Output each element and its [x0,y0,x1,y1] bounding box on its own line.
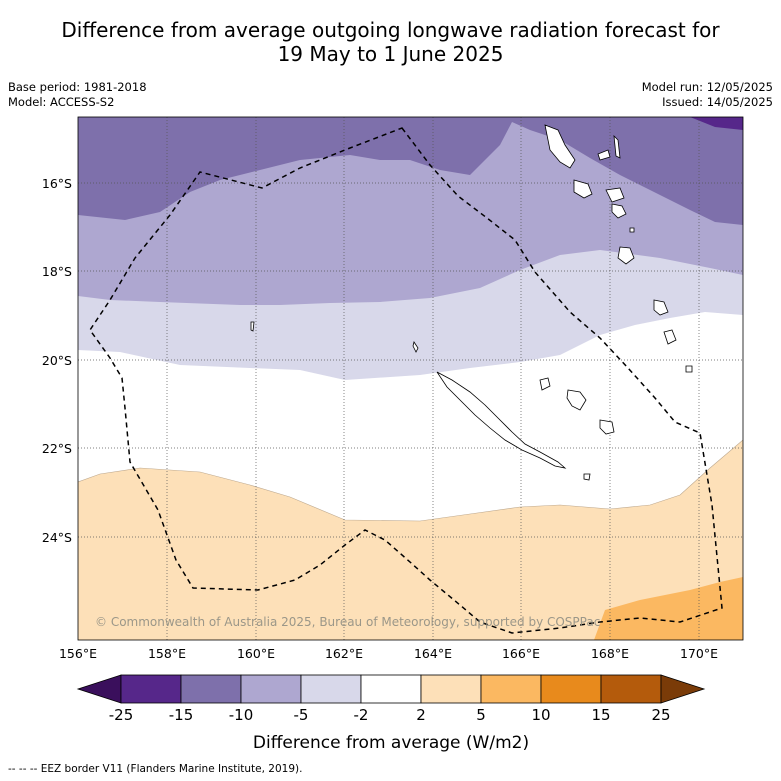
meta-right: Model run: 12/05/2025 Issued: 14/05/2025 [642,80,773,110]
map-title: Difference from average outgoing longwav… [0,18,781,66]
colorbar-tick: 2 [416,706,426,724]
colorbar-low-extension [76,674,122,704]
lon-label: 166°E [502,646,540,661]
lat-label: 24°S [42,530,72,545]
colorbar-bin [240,674,302,704]
colorbar-tick: -25 [109,706,134,724]
ouvea-island [539,377,551,391]
colorbar-tick: 10 [531,706,550,724]
colorbar-tick: -10 [229,706,254,724]
band-minus-25 [690,117,743,130]
band-plus-5 [594,577,743,640]
malekula-island [573,179,593,199]
model-name: Model: ACCESS-S2 [8,95,115,109]
colorbar [76,674,706,704]
coastlines [250,124,693,481]
small-islet-1 [685,365,693,373]
pentecost-island [613,134,621,159]
colorbar-ticks: -25 -15 -10 -5 -2 2 5 10 15 25 [109,706,671,724]
eez-border [89,127,723,634]
colorbar-bin [540,674,602,704]
colorbar-bin [480,674,542,704]
belep-island [412,341,419,353]
lifou-island [566,389,587,411]
efate-island [611,203,627,219]
colorbar-tick: 15 [591,706,610,724]
erromango-island [617,246,635,265]
aoba-island [597,149,611,161]
isle-of-pines [583,473,591,481]
lon-label: 156°E [59,646,97,661]
lat-label: 18°S [42,264,72,279]
aneityum-island [663,329,677,345]
lon-label: 168°E [591,646,629,661]
base-period: Base period: 1981-2018 [8,80,147,94]
colorbar-tick: -2 [354,706,369,724]
eez-legend: -- -- -- EEZ border V11 (Flanders Marine… [8,763,303,775]
colorbar-high-extension [660,674,706,704]
band-plus-2 [78,440,743,640]
map-frame [77,116,744,641]
colorbar-tick: 25 [651,706,670,724]
lon-label: 170°E [680,646,718,661]
model-run: Model run: 12/05/2025 [641,80,773,94]
lon-label: 160°E [237,646,275,661]
colorbar-bin [360,674,422,704]
title-line-2: 19 May to 1 June 2025 [277,42,504,66]
colorbar-bin [600,674,662,704]
ambrym-island [605,187,625,203]
issued-date: Issued: 14/05/2025 [662,95,773,109]
colorbar-bin [420,674,482,704]
colorbar-tick: -5 [294,706,309,724]
colorbar-bin [300,674,362,704]
lat-label: 20°S [42,353,72,368]
new-caledonia-island [436,371,567,469]
graticule [78,117,743,640]
tanna-island [653,299,669,316]
lon-label: 164°E [414,646,452,661]
map-copyright: © Commonwealth of Australia 2025, Bureau… [95,615,600,629]
colorbar-label: Difference from average (W/m2) [253,733,529,753]
lon-label: 162°E [325,646,363,661]
lat-label: 16°S [42,176,72,191]
band-minus-15 [78,117,743,225]
meta-left: Base period: 1981-2018 Model: ACCESS-S2 [8,80,147,110]
chesterfield-reef [250,321,255,332]
lon-axis: 156°E 158°E 160°E 162°E 164°E 166°E 168°… [59,646,718,661]
colorbar-bin [120,674,182,704]
small-islet-2 [629,227,635,233]
espiritu-santo-island [544,124,576,169]
lon-label: 158°E [148,646,186,661]
colorbar-bin [180,674,242,704]
lat-axis: 16°S 18°S 20°S 22°S 24°S [42,176,72,545]
colorbar-tick: -15 [169,706,194,724]
title-line-1: Difference from average outgoing longwav… [61,18,720,42]
lat-label: 22°S [42,441,72,456]
mare-island [599,419,615,435]
colorbar-tick: 5 [476,706,486,724]
